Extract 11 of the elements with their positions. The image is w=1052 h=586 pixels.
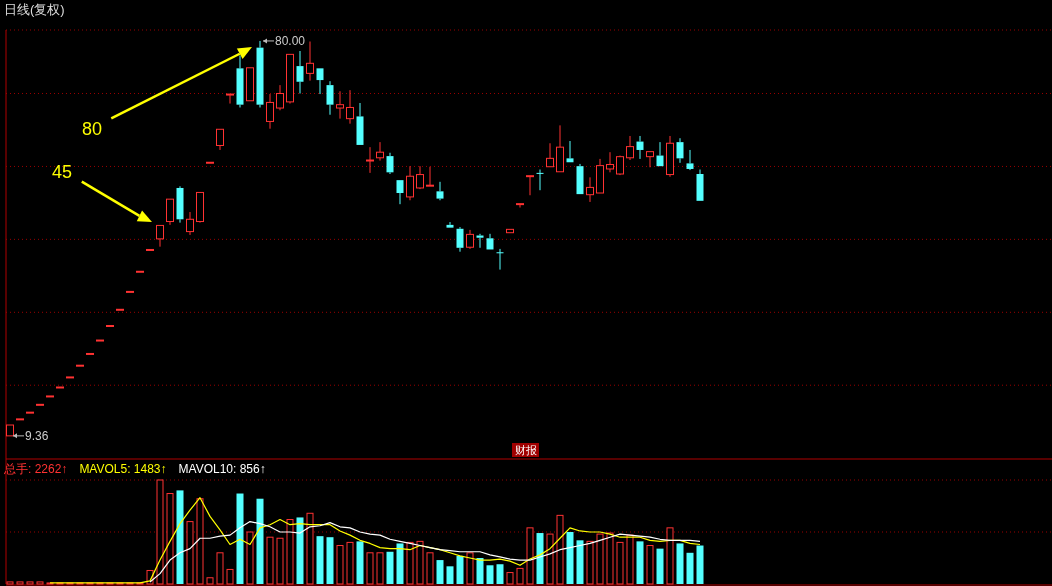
annotation: 80.00 [275,33,306,48]
extreme-label: 9.36 [12,428,49,443]
text: MAVOL10: 856↑ [178,462,266,476]
text: 总手: 2262↑ [3,462,68,476]
text: MAVOL5: 1483↑ [79,462,167,476]
annotation: 9.36 [25,428,49,443]
annotation: 45 [52,162,73,182]
annotation: 80 [82,119,103,139]
chart-title: 日线(复权) [4,2,65,17]
extreme-label: 80.00 [262,33,306,48]
event-tag: 财报 [512,443,539,457]
